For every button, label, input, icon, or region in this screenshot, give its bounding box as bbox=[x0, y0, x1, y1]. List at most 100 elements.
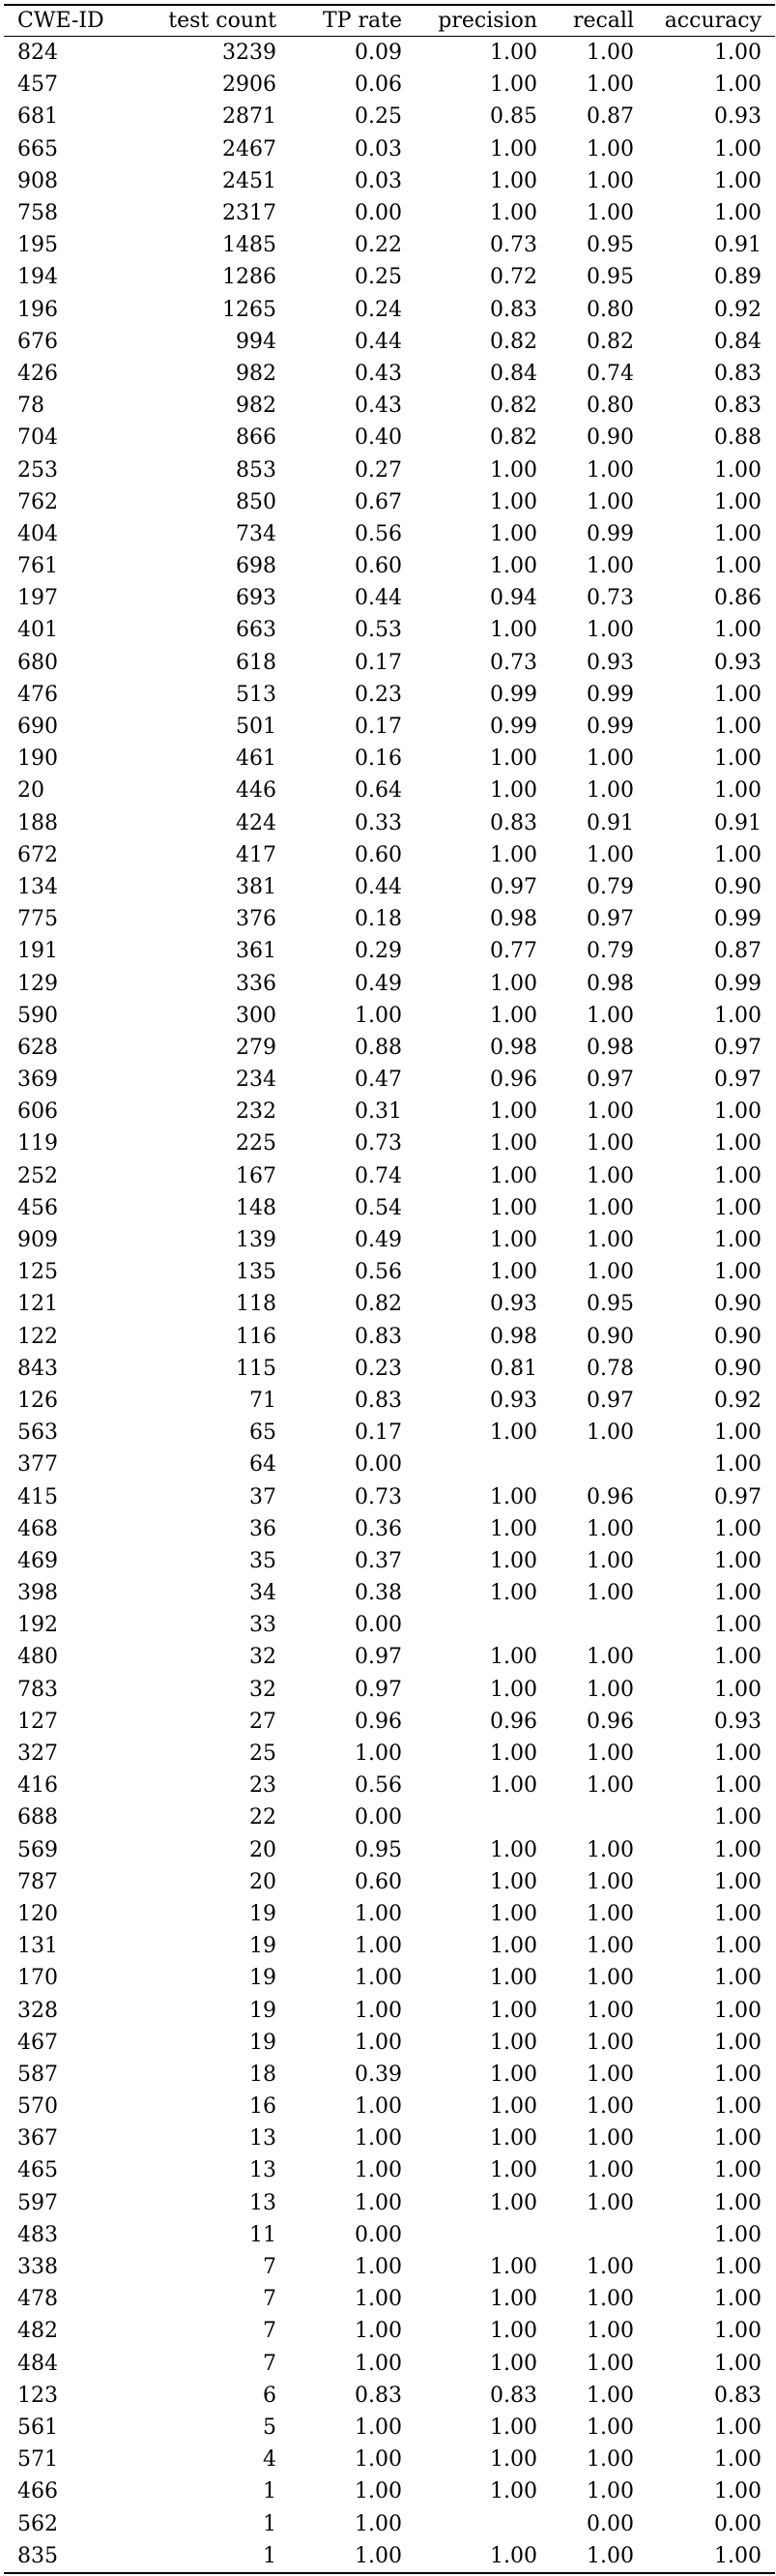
cell-accuracy: 1.00 bbox=[714, 2030, 762, 2055]
cell-test-count: 19 bbox=[249, 1934, 276, 1959]
cell-precision: 0.73 bbox=[490, 233, 537, 258]
cell-recall: 1.00 bbox=[587, 1998, 634, 2023]
table-row: 476 513 0.23 0.99 0.99 1.00 bbox=[4, 679, 775, 711]
cell-precision: 0.83 bbox=[490, 297, 537, 322]
cell-tp-rate: 0.25 bbox=[355, 265, 402, 290]
table-row: 78 982 0.43 0.82 0.80 0.83 bbox=[4, 390, 775, 422]
cell-recall: 1.00 bbox=[587, 2158, 634, 2183]
cell-recall: 0.96 bbox=[587, 1484, 634, 1509]
cell-test-count: 19 bbox=[249, 2030, 276, 2055]
cell-precision: 1.00 bbox=[490, 1966, 537, 1991]
table-row: 416 23 0.56 1.00 1.00 1.00 bbox=[4, 1770, 775, 1801]
cell-cwe-id: 908 bbox=[17, 168, 58, 193]
cell-precision: 1.00 bbox=[490, 1260, 537, 1285]
cell-cwe-id: 467 bbox=[17, 2030, 58, 2055]
table-row: 597 13 1.00 1.00 1.00 1.00 bbox=[4, 2187, 775, 2219]
cell-test-count: 13 bbox=[249, 2126, 276, 2152]
cell-accuracy: 1.00 bbox=[714, 2222, 762, 2247]
cell-cwe-id: 401 bbox=[17, 618, 58, 643]
cell-cwe-id: 783 bbox=[17, 1677, 58, 1702]
cell-cwe-id: 597 bbox=[17, 2190, 58, 2215]
cell-accuracy: 0.99 bbox=[714, 907, 762, 932]
cell-recall: 0.99 bbox=[587, 521, 634, 546]
cell-recall: 1.00 bbox=[537, 2539, 634, 2574]
cell-tp-rate: 0.17 bbox=[355, 650, 402, 675]
cell-recall: 0.74 bbox=[587, 361, 634, 386]
cell-recall: 0.97 bbox=[587, 907, 634, 932]
cell-recall: 1.00 bbox=[587, 1869, 634, 1894]
cell-accuracy: 1.00 bbox=[714, 1677, 762, 1702]
table-row: 680 618 0.17 0.73 0.93 0.93 bbox=[4, 647, 775, 679]
table-row: 119 225 0.73 1.00 1.00 1.00 bbox=[4, 1127, 775, 1159]
cell-precision: 1.00 bbox=[490, 1484, 537, 1509]
cell-tp-rate: 0.03 bbox=[355, 168, 402, 193]
cell-test-count: 234 bbox=[236, 1068, 276, 1093]
cell-cwe-id: 761 bbox=[17, 554, 58, 579]
table-row: 401 663 0.53 1.00 1.00 1.00 bbox=[4, 614, 775, 646]
cell-recall: 1.00 bbox=[587, 2351, 634, 2376]
cell-cwe-id: 484 bbox=[17, 2351, 58, 2376]
cell-cwe-id: 126 bbox=[17, 1388, 58, 1413]
cell-test-count: 36 bbox=[249, 1516, 276, 1541]
table-row: 606 232 0.31 1.00 1.00 1.00 bbox=[4, 1096, 775, 1127]
cell-accuracy: 1.00 bbox=[714, 457, 762, 483]
cell-test-count: 1286 bbox=[222, 265, 276, 290]
cell-precision: 1.00 bbox=[490, 618, 537, 643]
cell-accuracy: 1.00 bbox=[634, 2539, 775, 2574]
cell-recall: 0.80 bbox=[587, 297, 634, 322]
cell-accuracy: 1.00 bbox=[714, 1837, 762, 1862]
cell-recall: 0.98 bbox=[587, 971, 634, 996]
cell-tp-rate: 1.00 bbox=[355, 2255, 402, 2280]
cell-test-count: 693 bbox=[236, 586, 276, 611]
cell-cwe-id: 170 bbox=[17, 1966, 58, 1991]
cell-cwe-id: 129 bbox=[17, 971, 58, 996]
cell-precision: 1.00 bbox=[490, 2415, 537, 2440]
cell-recall: 0.00 bbox=[587, 2511, 634, 2536]
table-row: 122 116 0.83 0.98 0.90 0.90 bbox=[4, 1321, 775, 1353]
cell-tp-rate: 0.40 bbox=[355, 425, 402, 451]
cell-accuracy: 1.00 bbox=[714, 2415, 762, 2440]
cell-accuracy: 1.00 bbox=[714, 2126, 762, 2152]
cell-recall: 1.00 bbox=[587, 1516, 634, 1541]
table-row: 192 33 0.00 1.00 bbox=[4, 1609, 775, 1641]
cell-precision bbox=[402, 1801, 537, 1833]
cell-tp-rate: 1.00 bbox=[355, 2447, 402, 2473]
cell-recall: 1.00 bbox=[587, 201, 634, 226]
cell-tp-rate: 0.39 bbox=[355, 2062, 402, 2087]
cell-accuracy: 1.00 bbox=[714, 778, 762, 804]
cell-accuracy: 1.00 bbox=[714, 2158, 762, 2183]
cell-test-count: 2467 bbox=[222, 136, 276, 161]
cell-tp-rate: 0.96 bbox=[355, 1709, 402, 1734]
header-test-count: test count bbox=[141, 5, 276, 37]
cell-cwe-id: 338 bbox=[17, 2255, 58, 2280]
cell-recall bbox=[537, 2219, 634, 2251]
cell-recall: 1.00 bbox=[587, 2255, 634, 2280]
cell-cwe-id: 194 bbox=[17, 265, 58, 290]
cell-accuracy: 0.93 bbox=[714, 650, 762, 675]
cell-cwe-id: 120 bbox=[17, 1901, 58, 1926]
cell-recall: 1.00 bbox=[587, 1677, 634, 1702]
table-row: 569 20 0.95 1.00 1.00 1.00 bbox=[4, 1834, 775, 1866]
cell-cwe-id: 131 bbox=[17, 1934, 58, 1959]
cell-test-count: 424 bbox=[236, 810, 276, 835]
table-row: 468 36 0.36 1.00 1.00 1.00 bbox=[4, 1513, 775, 1545]
cell-precision: 1.00 bbox=[490, 457, 537, 483]
cell-test-count: 3239 bbox=[222, 41, 276, 66]
cell-accuracy: 1.00 bbox=[714, 136, 762, 161]
cell-recall: 0.98 bbox=[587, 1035, 634, 1060]
cell-test-count: 16 bbox=[249, 2094, 276, 2120]
cell-tp-rate: 0.82 bbox=[355, 1292, 402, 1317]
table-row: 170 19 1.00 1.00 1.00 1.00 bbox=[4, 1962, 775, 1994]
header-tp-rate: TP rate bbox=[276, 5, 402, 37]
cell-test-count: 1485 bbox=[222, 233, 276, 258]
cell-accuracy: 1.00 bbox=[714, 1420, 762, 1446]
cell-accuracy: 1.00 bbox=[714, 2255, 762, 2280]
cell-test-count: 501 bbox=[236, 715, 276, 740]
table-header: CWE-ID test count TP rate precision reca… bbox=[4, 5, 775, 37]
cell-precision bbox=[402, 1609, 537, 1641]
cell-recall: 1.00 bbox=[587, 1195, 634, 1220]
cell-test-count: 2906 bbox=[222, 73, 276, 98]
cell-tp-rate: 0.03 bbox=[355, 136, 402, 161]
cell-precision: 1.00 bbox=[490, 2190, 537, 2215]
cell-accuracy: 1.00 bbox=[714, 2447, 762, 2473]
